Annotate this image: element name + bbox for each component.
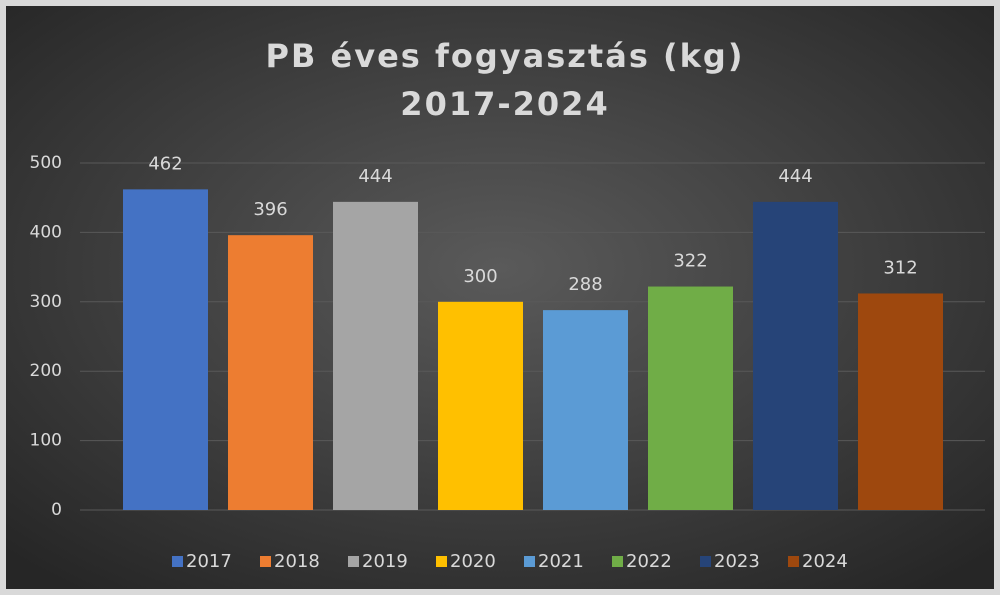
bar: [543, 310, 628, 510]
data-label: 444: [358, 166, 392, 187]
y-tick-label: 500: [30, 153, 62, 173]
legend-swatch: [524, 556, 535, 567]
data-label: 288: [568, 274, 602, 295]
legend-label: 2019: [362, 551, 408, 572]
legend-swatch: [172, 556, 183, 567]
legend-swatch: [260, 556, 271, 567]
legend-label: 2020: [450, 551, 496, 572]
legend-label: 2023: [714, 551, 760, 572]
legend-swatch: [348, 556, 359, 567]
bar: [858, 293, 943, 510]
legend-swatch: [788, 556, 799, 567]
data-label: 396: [253, 199, 287, 220]
data-label: 444: [778, 166, 812, 187]
legend-label: 2021: [538, 551, 584, 572]
data-label: 300: [463, 266, 497, 287]
legend-swatch: [436, 556, 447, 567]
bar: [228, 235, 313, 510]
bar: [648, 286, 733, 510]
legend-label: 2024: [802, 551, 848, 572]
bar: [438, 301, 523, 510]
data-label: 312: [883, 257, 917, 278]
legend-swatch: [612, 556, 623, 567]
y-tick-label: 100: [30, 431, 62, 451]
y-tick-label: 200: [30, 361, 62, 381]
bar: [333, 201, 418, 510]
chart-title: PB éves fogyasztás (kg): [266, 37, 745, 75]
legend-label: 2022: [626, 551, 672, 572]
y-tick-label: 300: [30, 292, 62, 312]
data-label: 322: [673, 251, 707, 272]
y-tick-label: 400: [30, 222, 62, 242]
legend-swatch: [700, 556, 711, 567]
data-label: 462: [148, 153, 182, 174]
y-tick-label: 0: [51, 500, 62, 520]
legend-label: 2018: [274, 551, 320, 572]
bar: [123, 189, 208, 510]
bar: [753, 201, 838, 510]
chart-title: 2017-2024: [400, 85, 609, 123]
legend-label: 2017: [186, 551, 232, 572]
